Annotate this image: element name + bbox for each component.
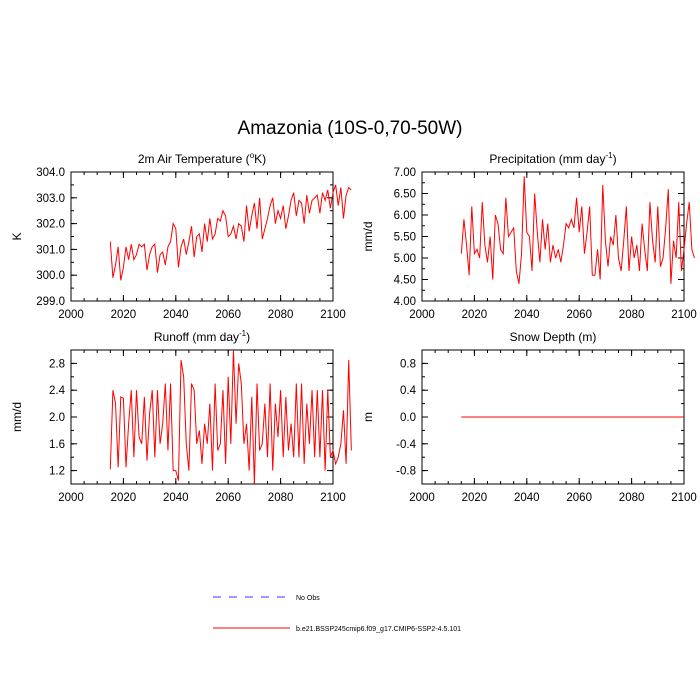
x-tick-label: 2000 bbox=[58, 492, 84, 504]
y-tick-label: 299.0 bbox=[36, 296, 65, 308]
series-line-runoff bbox=[109, 349, 352, 485]
x-tick-label: 2100 bbox=[671, 492, 697, 504]
panel-title: Snow Depth (m) bbox=[510, 330, 597, 344]
chart-legend: No Obs b.e21.BSSP245cmip6.f09_g17.CMIP6-… bbox=[213, 595, 461, 633]
y-tick-label: 304.0 bbox=[36, 167, 65, 179]
x-tick-label: 2080 bbox=[268, 492, 294, 504]
panel-title: Runoff (mm day-1) bbox=[154, 329, 250, 344]
y-tick-label: 300.0 bbox=[36, 270, 65, 282]
panel-precipitation: Precipitation (mm day-1) mm/d 2000 2020 2040… bbox=[361, 151, 697, 321]
x-tick-label: 2020 bbox=[111, 309, 137, 321]
y-tick-label: 6.00 bbox=[394, 210, 416, 222]
y-tick-label: 6.50 bbox=[394, 189, 416, 201]
x-tick-label: 2040 bbox=[514, 309, 540, 321]
figure-title: Amazonia (10S-0,70-50W) bbox=[238, 118, 463, 139]
x-tick-label: 2080 bbox=[619, 492, 645, 504]
y-axis-label: mm/d bbox=[361, 222, 375, 252]
x-tick-label: 2100 bbox=[320, 492, 346, 504]
x-tick-label: 2080 bbox=[619, 309, 645, 321]
y-tick-label: 302.0 bbox=[36, 219, 65, 231]
y-tick-label: 2.0 bbox=[49, 412, 65, 424]
plot-frame bbox=[421, 171, 685, 302]
panel-title: 2m Air Temperature (oK) bbox=[138, 151, 266, 166]
panel-title: Precipitation (mm day-1) bbox=[489, 151, 616, 166]
y-tick-label: 1.6 bbox=[49, 439, 65, 451]
legend-model-label: b.e21.BSSP245cmip6.f09_g17.CMIP6-SSP2-4.… bbox=[296, 626, 461, 633]
y-axis-label: m bbox=[361, 412, 375, 422]
y-tick-label: 303.0 bbox=[36, 193, 65, 205]
y-tick-label: -0.8 bbox=[396, 466, 416, 478]
y-tick-label: 4.00 bbox=[394, 296, 416, 308]
x-tick-label: 2100 bbox=[320, 309, 346, 321]
panel-runoff: Runoff (mm day-1) mm/d 2000 2020 2040 2060 208… bbox=[10, 329, 352, 504]
chart-panels: 2m Air Temperature (oK) K 2000 2020 2040 2060… bbox=[10, 151, 697, 504]
x-tick-label: 2060 bbox=[566, 492, 592, 504]
plot-frame bbox=[70, 171, 334, 302]
y-axis-label: mm/d bbox=[10, 402, 24, 432]
y-tick-label: 4.50 bbox=[394, 275, 416, 287]
x-tick-label: 2020 bbox=[462, 309, 488, 321]
x-tick-label: 2040 bbox=[163, 309, 189, 321]
y-tick-label: 5.00 bbox=[394, 253, 416, 265]
x-tick-label: 2000 bbox=[58, 309, 84, 321]
x-tick-label: 2020 bbox=[462, 492, 488, 504]
series-line-precipitation bbox=[460, 176, 695, 284]
x-tick-label: 2100 bbox=[671, 309, 697, 321]
y-tick-label: 0.8 bbox=[400, 358, 416, 370]
panel-temperature: 2m Air Temperature (oK) K 2000 2020 2040 2060… bbox=[10, 151, 352, 321]
x-tick-label: 2040 bbox=[514, 492, 540, 504]
y-tick-label: -0.4 bbox=[396, 439, 416, 451]
y-tick-label: 2.8 bbox=[49, 358, 65, 370]
x-tick-label: 2060 bbox=[566, 309, 592, 321]
series-line-temperature bbox=[109, 184, 352, 281]
x-tick-label: 2040 bbox=[163, 492, 189, 504]
y-tick-label: 0.4 bbox=[400, 385, 417, 397]
y-axis-label: K bbox=[10, 232, 24, 240]
y-tick-label: 7.00 bbox=[394, 167, 416, 179]
panel-snow-depth: Snow Depth (m) m 2000 2020 2040 2060 2080 2100 -… bbox=[361, 330, 697, 504]
x-tick-label: 2080 bbox=[268, 309, 294, 321]
x-tick-label: 2000 bbox=[409, 309, 435, 321]
y-tick-label: 0.0 bbox=[400, 412, 416, 424]
legend-obs-label: No Obs bbox=[296, 595, 320, 602]
x-tick-label: 2060 bbox=[215, 309, 241, 321]
x-tick-label: 2020 bbox=[111, 492, 137, 504]
y-tick-label: 301.0 bbox=[36, 244, 65, 256]
x-tick-label: 2000 bbox=[409, 492, 435, 504]
y-tick-label: 5.50 bbox=[394, 232, 416, 244]
y-tick-label: 1.2 bbox=[49, 466, 65, 478]
y-tick-label: 2.4 bbox=[49, 385, 66, 397]
x-tick-label: 2060 bbox=[215, 492, 241, 504]
